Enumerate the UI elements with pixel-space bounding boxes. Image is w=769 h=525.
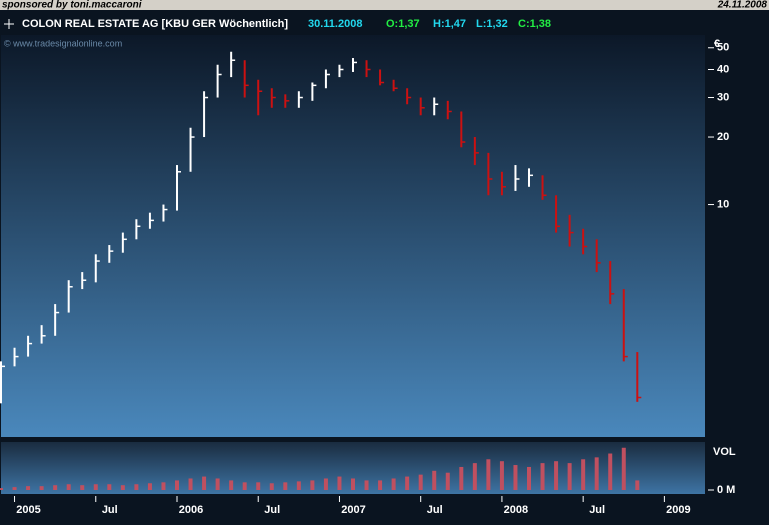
top-bar xyxy=(0,0,769,10)
volume-bar xyxy=(310,480,315,490)
volume-bar xyxy=(256,482,261,490)
volume-bar xyxy=(513,465,518,490)
volume-bar xyxy=(567,463,572,490)
watermark: © www.tradesignalonline.com xyxy=(4,38,122,48)
chart-title: COLON REAL ESTATE AG [KBU GER Wöchentlic… xyxy=(22,18,288,30)
x-tick-label: 2008 xyxy=(504,504,528,516)
volume-bar xyxy=(351,478,355,490)
volume-bar xyxy=(621,447,626,490)
volume-bar xyxy=(499,461,504,490)
x-tick-label: 2009 xyxy=(666,504,690,516)
volume-bar xyxy=(161,482,166,490)
y-tick-label: 50 xyxy=(717,42,729,54)
volume-bar xyxy=(296,481,301,490)
title-row: COLON REAL ESTATE AG [KBU GER Wöchentlic… xyxy=(22,18,551,30)
volume-bar xyxy=(418,474,423,490)
volume-bar xyxy=(405,476,410,490)
volume-bar xyxy=(26,486,31,490)
volume-bar xyxy=(635,480,640,490)
volume-bar xyxy=(608,453,613,490)
price-pane xyxy=(1,35,705,437)
x-tick-label: Jul xyxy=(589,504,605,516)
y-tick-label: 20 xyxy=(717,131,729,143)
subtitle-high: H:1,47 xyxy=(433,18,466,30)
volume-bar xyxy=(486,459,491,490)
x-tick-label: 2005 xyxy=(16,504,40,516)
subtitle-close: C:1,38 xyxy=(518,18,551,30)
volume-bar xyxy=(527,466,531,490)
volume-bar xyxy=(229,480,234,490)
x-tick-label: Jul xyxy=(102,504,118,516)
volume-bar xyxy=(378,480,383,490)
volume-bar xyxy=(53,485,58,490)
volume-bar xyxy=(93,484,98,490)
volume-bar xyxy=(459,466,464,490)
volume-label: VOL xyxy=(713,446,736,458)
x-tick-label: 2007 xyxy=(341,504,365,516)
volume-bar xyxy=(554,461,559,490)
y-tick-label: 0 M xyxy=(717,484,735,496)
volume-bar xyxy=(391,478,396,490)
volume-bar xyxy=(120,485,125,490)
volume-bar xyxy=(432,470,437,490)
volume-bar xyxy=(364,480,369,490)
volume-bar xyxy=(581,459,586,490)
volume-bar xyxy=(540,463,545,490)
x-tick-label: Jul xyxy=(427,504,443,516)
y-tick-label: 40 xyxy=(717,63,729,75)
date: 24.11.2008 xyxy=(717,0,768,11)
volume-bar xyxy=(80,485,85,490)
volume-bar xyxy=(215,478,220,490)
volume-bar xyxy=(445,472,450,490)
volume-bar xyxy=(202,476,207,490)
volume-bar xyxy=(337,476,342,490)
unit: € xyxy=(714,38,720,50)
y-tick-label: 30 xyxy=(717,91,729,103)
volume-bar xyxy=(594,457,599,490)
volume-bar xyxy=(323,478,328,490)
volume-bar xyxy=(134,484,139,490)
volume-bar xyxy=(269,483,274,490)
sponsor: sponsored by toni.maccaroni xyxy=(2,0,142,11)
y-tick-label: 10 xyxy=(717,198,729,210)
volume-bar xyxy=(472,463,477,490)
volume-bar xyxy=(0,488,3,490)
volume-bar xyxy=(147,483,152,490)
volume-bar xyxy=(66,484,71,490)
subtitle-low: L:1,32 xyxy=(476,18,508,30)
subtitle-date: 30.11.2008 xyxy=(308,18,362,30)
volume-bar xyxy=(12,487,17,490)
subtitle-open: O:1,37 xyxy=(386,18,420,30)
x-tick-label: Jul xyxy=(264,504,280,516)
volume-bar xyxy=(188,478,193,490)
volume-bar xyxy=(39,486,44,490)
volume-bar xyxy=(107,484,112,490)
x-tick-label: 2006 xyxy=(179,504,203,516)
volume-bar xyxy=(175,480,179,490)
volume-bar xyxy=(242,482,247,490)
volume-bar xyxy=(283,482,288,490)
